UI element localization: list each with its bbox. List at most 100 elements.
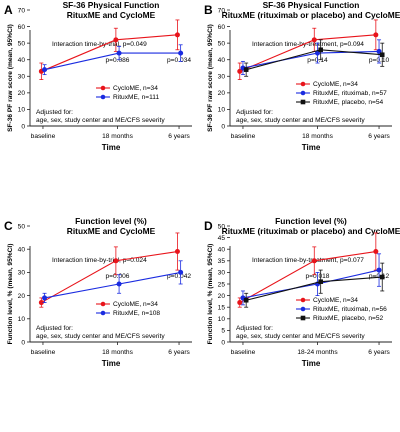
panel-label: A — [4, 3, 13, 17]
series-3: RituxME, placebo, n=52 — [243, 262, 385, 322]
legend-label: CycloME, n=34 — [113, 85, 158, 92]
panel-c: C Function level (%)RituxME and CycloME 0 1… — [4, 216, 192, 368]
y-tick-label: 30 — [218, 74, 226, 81]
y-tick-label: 5 — [221, 328, 225, 335]
x-tick-label: 6 years — [168, 349, 190, 356]
panel-label: C — [4, 219, 13, 233]
data-point — [237, 300, 243, 306]
x-tick-label: baseline — [31, 349, 56, 356]
interaction-text: Interaction time-by-treatment, p=0.094 — [252, 41, 364, 48]
y-tick-label: 30 — [18, 74, 26, 81]
y-tick-label: 50 — [218, 40, 226, 47]
y-tick-label: 20 — [18, 293, 26, 300]
y-tick-label: 50 — [18, 223, 26, 230]
legend-label: CycloME, n=34 — [313, 81, 358, 88]
data-point — [373, 249, 379, 255]
series-2: RituxME, n=108 — [42, 260, 184, 317]
y-tick-label: 70 — [218, 7, 226, 14]
data-point — [42, 295, 48, 301]
y-tick-label: 0 — [21, 339, 25, 346]
y-tick-label: 10 — [18, 316, 26, 323]
adjusted-note-title: Adjusted for: — [36, 325, 73, 332]
y-axis-label: Function level, % (mean, 95%CI) — [7, 244, 14, 345]
data-point — [376, 267, 382, 273]
chart-title: Function level (%) — [75, 216, 147, 226]
p-value: p=0.086 — [105, 57, 129, 64]
y-tick-label: 45 — [218, 235, 226, 242]
legend-label: RituxME, placebo, n=52 — [313, 315, 384, 322]
data-point — [379, 52, 385, 58]
data-point — [178, 269, 184, 275]
legend-label: CycloME, n=34 — [313, 297, 358, 304]
y-tick-label: 0 — [221, 339, 225, 346]
legend-label: RituxME, rituximab, n=57 — [313, 90, 387, 97]
data-point — [116, 281, 122, 287]
x-tick-label: 18-24 months — [297, 349, 338, 356]
y-axis-label: Function level, % (mean, 95%CI) — [207, 244, 214, 345]
series-1: CycloME, n=34 — [237, 19, 379, 88]
p-value: p=0.034 — [167, 57, 191, 64]
data-point — [311, 258, 317, 264]
x-axis-label: Time — [102, 359, 121, 368]
legend-marker — [300, 297, 306, 303]
x-tick-label: 18 months — [302, 133, 333, 140]
adjusted-note-title: Adjusted for: — [236, 325, 273, 332]
adjusted-note-text: age, sex, study center and ME/CFS severi… — [236, 333, 365, 340]
legend-marker — [100, 310, 106, 316]
data-point — [311, 37, 317, 43]
y-tick-label: 40 — [18, 57, 26, 64]
x-tick-label: 6 years — [368, 133, 390, 140]
data-point — [174, 249, 180, 255]
y-tick-label: 30 — [18, 270, 26, 277]
y-tick-label: 0 — [21, 123, 25, 130]
legend-marker — [300, 81, 306, 87]
data-point — [113, 37, 119, 43]
data-point — [318, 47, 323, 53]
legend-label: RituxME, rituximab, n=56 — [313, 306, 387, 313]
data-point — [174, 32, 180, 38]
x-tick-label: 18 months — [102, 349, 133, 356]
data-point — [42, 67, 48, 73]
y-tick-label: 20 — [18, 90, 26, 97]
chart-title: SF-36 Physical Function — [263, 0, 360, 10]
y-tick-label: 50 — [218, 223, 226, 230]
y-tick-label: 50 — [18, 40, 26, 47]
series-1: CycloME, n=34 — [38, 232, 180, 308]
chart-title: Function level (%) — [275, 216, 347, 226]
interaction-text: Interaction time-by-treatment, p=0.077 — [252, 257, 364, 264]
y-tick-label: 60 — [18, 24, 26, 31]
panel-d: D Function level (%)RituxME (rituximab or… — [204, 216, 400, 368]
data-point — [178, 50, 184, 56]
legend-marker — [100, 94, 106, 100]
chart-subtitle: RituxME (rituximab or placebo) and Cyclo… — [222, 10, 400, 20]
p-value: p=0.042 — [167, 273, 191, 280]
series-2: RituxME, rituximab, n=57 — [240, 39, 387, 97]
y-tick-label: 0 — [221, 123, 225, 130]
legend-marker — [100, 85, 106, 91]
x-tick-label: baseline — [31, 133, 56, 140]
x-axis-label: Time — [302, 143, 321, 152]
data-point — [243, 297, 249, 303]
y-tick-label: 15 — [218, 305, 226, 312]
y-tick-label: 60 — [218, 24, 226, 31]
data-point — [38, 300, 44, 306]
legend-marker — [100, 301, 106, 307]
legend-marker — [300, 99, 306, 105]
x-tick-label: 6 years — [368, 349, 390, 356]
legend-label: RituxME, n=111 — [113, 94, 159, 101]
series-2: RituxME, n=111 — [42, 44, 184, 101]
data-point — [116, 50, 122, 56]
x-tick-label: 18 months — [102, 133, 133, 140]
data-point — [379, 274, 385, 280]
x-tick-label: 6 years — [168, 133, 190, 140]
y-tick-label: 25 — [218, 281, 226, 288]
chart-title: SF-36 Physical Function — [63, 0, 160, 10]
data-point — [237, 68, 243, 74]
y-tick-label: 20 — [218, 293, 226, 300]
y-tick-label: 10 — [218, 316, 226, 323]
legend-label: CycloME, n=34 — [113, 301, 158, 308]
chart-subtitle: RituxME and CycloME — [67, 10, 156, 20]
x-tick-label: baseline — [231, 133, 256, 140]
